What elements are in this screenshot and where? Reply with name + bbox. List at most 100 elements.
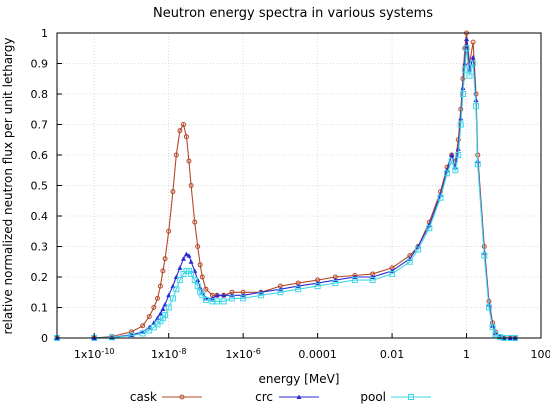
- data-point-pool: [194, 283, 201, 290]
- data-point-pool: [214, 298, 221, 305]
- data-point-crc: [188, 259, 194, 264]
- data-point-pool: [176, 277, 183, 284]
- data-point-pool: [369, 277, 376, 284]
- data-point-pool: [489, 324, 496, 331]
- x-axis-ticks: 1x10-10 1x10-8 1x10-6 0.0001 0.01 1 100: [74, 333, 550, 361]
- data-point-crc: [162, 301, 168, 307]
- data-point-pool: [448, 158, 455, 165]
- data-point-crc: [181, 256, 187, 261]
- x-tick-label: 1x10-10: [74, 347, 115, 361]
- data-point-crc: [214, 292, 220, 298]
- data-point-cask: [140, 323, 146, 329]
- data-point-pool: [426, 225, 433, 232]
- data-point-cask: [157, 283, 163, 289]
- data-point-crc: [160, 306, 166, 312]
- data-point-pool: [240, 295, 247, 302]
- data-point-cask: [154, 295, 160, 301]
- grid: [57, 32, 542, 339]
- legend-label-crc: crc: [255, 390, 273, 404]
- data-point-pool: [139, 330, 146, 337]
- data-point-pool: [474, 161, 481, 168]
- data-point-pool: [473, 103, 480, 110]
- data-point-pool: [314, 283, 321, 290]
- data-point-pool: [406, 258, 413, 265]
- x-tick-label: 100: [531, 348, 550, 361]
- data-point-pool: [497, 334, 504, 341]
- y-tick-label: 0.5: [31, 180, 49, 193]
- data-point-pool: [485, 304, 492, 311]
- data-point-crc: [170, 283, 176, 289]
- data-point-cask: [166, 228, 172, 234]
- data-point-cask: [199, 274, 205, 280]
- data-point-pool: [461, 66, 468, 73]
- data-point-cask: [173, 152, 179, 158]
- data-point-crc: [470, 54, 476, 60]
- data-point-crc: [221, 292, 227, 298]
- data-point-pool: [389, 270, 396, 277]
- data-point-pool: [470, 60, 477, 67]
- data-point-crc: [464, 36, 470, 42]
- data-point-pool: [452, 167, 459, 174]
- legend-item-cask: cask: [130, 390, 202, 404]
- data-point-pool: [466, 72, 473, 79]
- data-point-crc: [192, 268, 198, 273]
- data-point-cask: [195, 244, 201, 249]
- y-axis-label: relative normalized neutron flux per uni…: [1, 37, 15, 334]
- data-point-pool: [165, 304, 172, 311]
- x-tick-label: 1x10-8: [151, 347, 187, 361]
- data-point-pool: [202, 296, 209, 303]
- data-point-pool: [463, 45, 470, 52]
- data-point-crc: [203, 295, 209, 301]
- data-point-cask: [160, 268, 166, 274]
- data-point-pool: [146, 327, 153, 334]
- data-point-crc: [183, 251, 189, 257]
- series-crc: [54, 36, 518, 340]
- data-point-cask: [455, 137, 461, 143]
- legend: cask crc pool: [130, 390, 431, 404]
- legend-marker-crc: [296, 394, 302, 399]
- data-point-pool: [437, 194, 444, 201]
- data-point-cask: [186, 158, 192, 164]
- series-line-pool: [57, 48, 515, 339]
- series-cask: [54, 30, 518, 341]
- data-point-cask: [162, 256, 168, 262]
- data-point-cask: [197, 262, 203, 268]
- data-point-pool: [481, 252, 488, 259]
- data-point-pool: [455, 152, 462, 158]
- data-point-pool: [277, 289, 284, 296]
- data-point-pool: [199, 292, 206, 299]
- series-pool: [54, 45, 518, 341]
- data-point-pool: [457, 121, 464, 128]
- data-point-pool: [169, 295, 176, 302]
- legend-marker-pool: [408, 394, 414, 400]
- data-point-cask: [470, 39, 476, 45]
- y-tick-label: 0.4: [31, 210, 49, 223]
- data-point-crc: [449, 152, 455, 157]
- x-tick-label: 1x10-6: [225, 347, 261, 361]
- x-axis-label: energy [MeV]: [259, 372, 340, 386]
- data-point-cask: [181, 122, 187, 127]
- data-point-cask: [151, 305, 157, 310]
- data-point-cask: [183, 134, 189, 140]
- data-point-pool: [257, 292, 264, 299]
- data-point-cask: [192, 219, 198, 225]
- legend-item-crc: crc: [255, 390, 319, 404]
- data-point-pool: [162, 312, 169, 319]
- data-point-pool: [108, 334, 115, 341]
- data-point-cask: [170, 189, 176, 195]
- data-point-cask: [146, 314, 152, 320]
- y-tick-label: 1: [41, 27, 48, 40]
- y-tick-label: 0.2: [31, 271, 49, 284]
- series-line-crc: [57, 39, 515, 339]
- series-line-cask: [57, 32, 515, 339]
- data-point-pool: [295, 286, 302, 293]
- data-point-pool: [188, 270, 195, 277]
- x-tick-label: 0.0001: [298, 348, 337, 361]
- y-axis-ticks: 0 0.1 0.2 0.3 0.4 0.5 0.6 0.7 0.8 0.9 1: [31, 27, 62, 345]
- series-layer: [54, 30, 518, 341]
- data-point-pool: [150, 324, 157, 331]
- y-tick-label: 0.3: [31, 241, 49, 254]
- data-point-crc: [186, 253, 192, 258]
- legend-item-pool: pool: [360, 390, 431, 404]
